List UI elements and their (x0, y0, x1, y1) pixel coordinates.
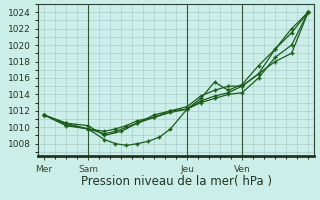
X-axis label: Pression niveau de la mer( hPa ): Pression niveau de la mer( hPa ) (81, 175, 271, 188)
